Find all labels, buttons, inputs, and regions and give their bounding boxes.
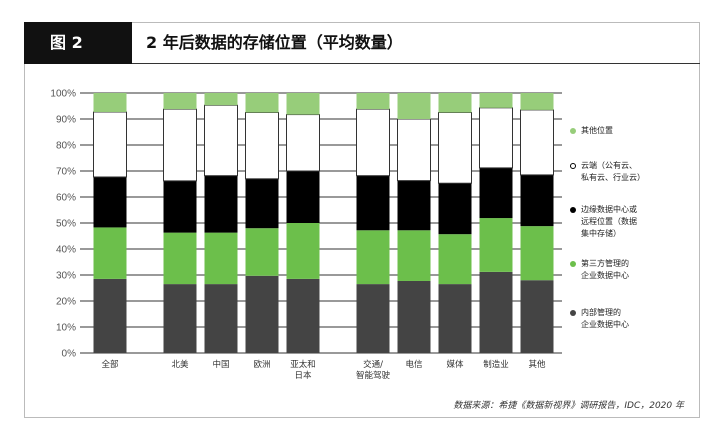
y-tick-label: 0% (62, 349, 77, 360)
bar-segment (397, 230, 431, 281)
x-tick-label: 媒体 (446, 359, 464, 370)
bar-segment (356, 93, 390, 110)
y-tick-label: 50% (56, 219, 76, 230)
bar-segment (438, 183, 472, 235)
bar-segment (245, 228, 279, 276)
y-tick-label: 70% (56, 167, 76, 178)
bar-segment (356, 108, 390, 177)
y-tick-label: 20% (56, 297, 76, 308)
x-tick-label: 其他 (528, 359, 546, 370)
bar-segment (245, 112, 279, 180)
bar-segment (286, 223, 320, 279)
legend-item: 内部管理的 企业数据中心 (570, 307, 680, 331)
bar-segment (397, 93, 431, 119)
bar-segment (479, 93, 513, 108)
bar-segment (438, 284, 472, 353)
x-tick-label: 日本 (294, 370, 312, 381)
bar-segment (479, 218, 513, 272)
y-tick-label: 80% (56, 141, 76, 152)
bar-segment (286, 93, 320, 115)
legend-item: 边缘数据中心或 远程位置（数据 集中存储） (570, 204, 680, 240)
bar-segment (93, 111, 127, 178)
bar-segment (93, 93, 127, 112)
bar-segment (356, 284, 390, 353)
bar-segment (356, 175, 390, 231)
bar-segment (204, 232, 238, 285)
bar-segment (397, 280, 431, 353)
x-tick-label: 制造业 (483, 359, 509, 370)
bar-segment (479, 167, 513, 219)
bar-segment (286, 171, 320, 223)
bar-segment (204, 93, 238, 106)
bar-segment (520, 226, 554, 281)
legend-dot-icon (570, 261, 576, 267)
x-tick-label: 全部 (101, 359, 119, 370)
bar-segment (163, 180, 197, 233)
bar-segment (438, 93, 472, 113)
y-tick-label: 40% (56, 245, 76, 256)
legend-dot-icon (570, 128, 576, 134)
bar-segment (397, 180, 431, 231)
legend-item: 其他位置 (570, 125, 680, 137)
figure-frame (24, 22, 700, 418)
bar-segment (286, 114, 320, 172)
bar-segment (204, 284, 238, 353)
y-tick-label: 60% (56, 193, 76, 204)
x-tick-label: 亚太和 (290, 359, 316, 370)
bar-segment (93, 176, 127, 228)
bar-segment (397, 118, 431, 182)
x-tick-label: 交通/ (363, 359, 383, 370)
source-note: 数据来源：希捷《数据新视界》调研报告，IDC，2020 年 (453, 401, 684, 411)
legend-label: 云端（公有云、 私有云、行业云） (581, 161, 645, 182)
title-bar (24, 22, 700, 64)
y-tick-label: 90% (56, 115, 76, 126)
legend-dot-icon (570, 163, 576, 169)
bar-segment (93, 227, 127, 279)
bar-segment (163, 108, 197, 182)
x-tick-label: 电信 (405, 359, 423, 370)
bar-segment (520, 280, 554, 353)
bar-segment (520, 93, 554, 110)
legend-item: 云端（公有云、 私有云、行业云） (570, 160, 680, 184)
bar-segment (356, 230, 390, 285)
bar-segment (245, 178, 279, 229)
x-tick-label: 智能驾驶 (356, 370, 391, 381)
bar-segment (204, 104, 238, 177)
y-tick-label: 100% (50, 89, 76, 100)
bar-segment (479, 107, 513, 169)
bar-segment (93, 278, 127, 353)
chart-title: 2 年后数据的存储位置（平均数量） (146, 33, 403, 52)
bar-segment (520, 109, 554, 176)
bar-segment (163, 284, 197, 353)
bar-segment (245, 275, 279, 353)
bar-segment (479, 271, 513, 353)
y-tick-label: 30% (56, 271, 76, 282)
x-tick-label: 欧洲 (253, 359, 270, 370)
legend-dot-icon (570, 310, 576, 316)
legend-item: 第三方管理的 企业数据中心 (570, 258, 680, 282)
bar-segment (520, 174, 554, 227)
x-tick-label: 中国 (212, 359, 229, 370)
bar-segment (438, 234, 472, 285)
figure-label: 图 2 (24, 22, 132, 64)
y-tick-label: 10% (56, 323, 76, 334)
bar-segment (163, 93, 197, 110)
bar-segment (204, 175, 238, 233)
legend-label: 其他位置 (581, 126, 613, 135)
bar-segment (438, 112, 472, 184)
legend-label: 内部管理的 企业数据中心 (581, 308, 629, 329)
bar-segment (163, 232, 197, 285)
legend-label: 第三方管理的 企业数据中心 (581, 259, 629, 280)
bar-segment (286, 278, 320, 353)
bar-segment (245, 93, 279, 113)
x-tick-label: 北美 (171, 359, 189, 370)
legend-dot-icon (570, 207, 576, 213)
legend-label: 边缘数据中心或 远程位置（数据 集中存储） (581, 205, 637, 238)
